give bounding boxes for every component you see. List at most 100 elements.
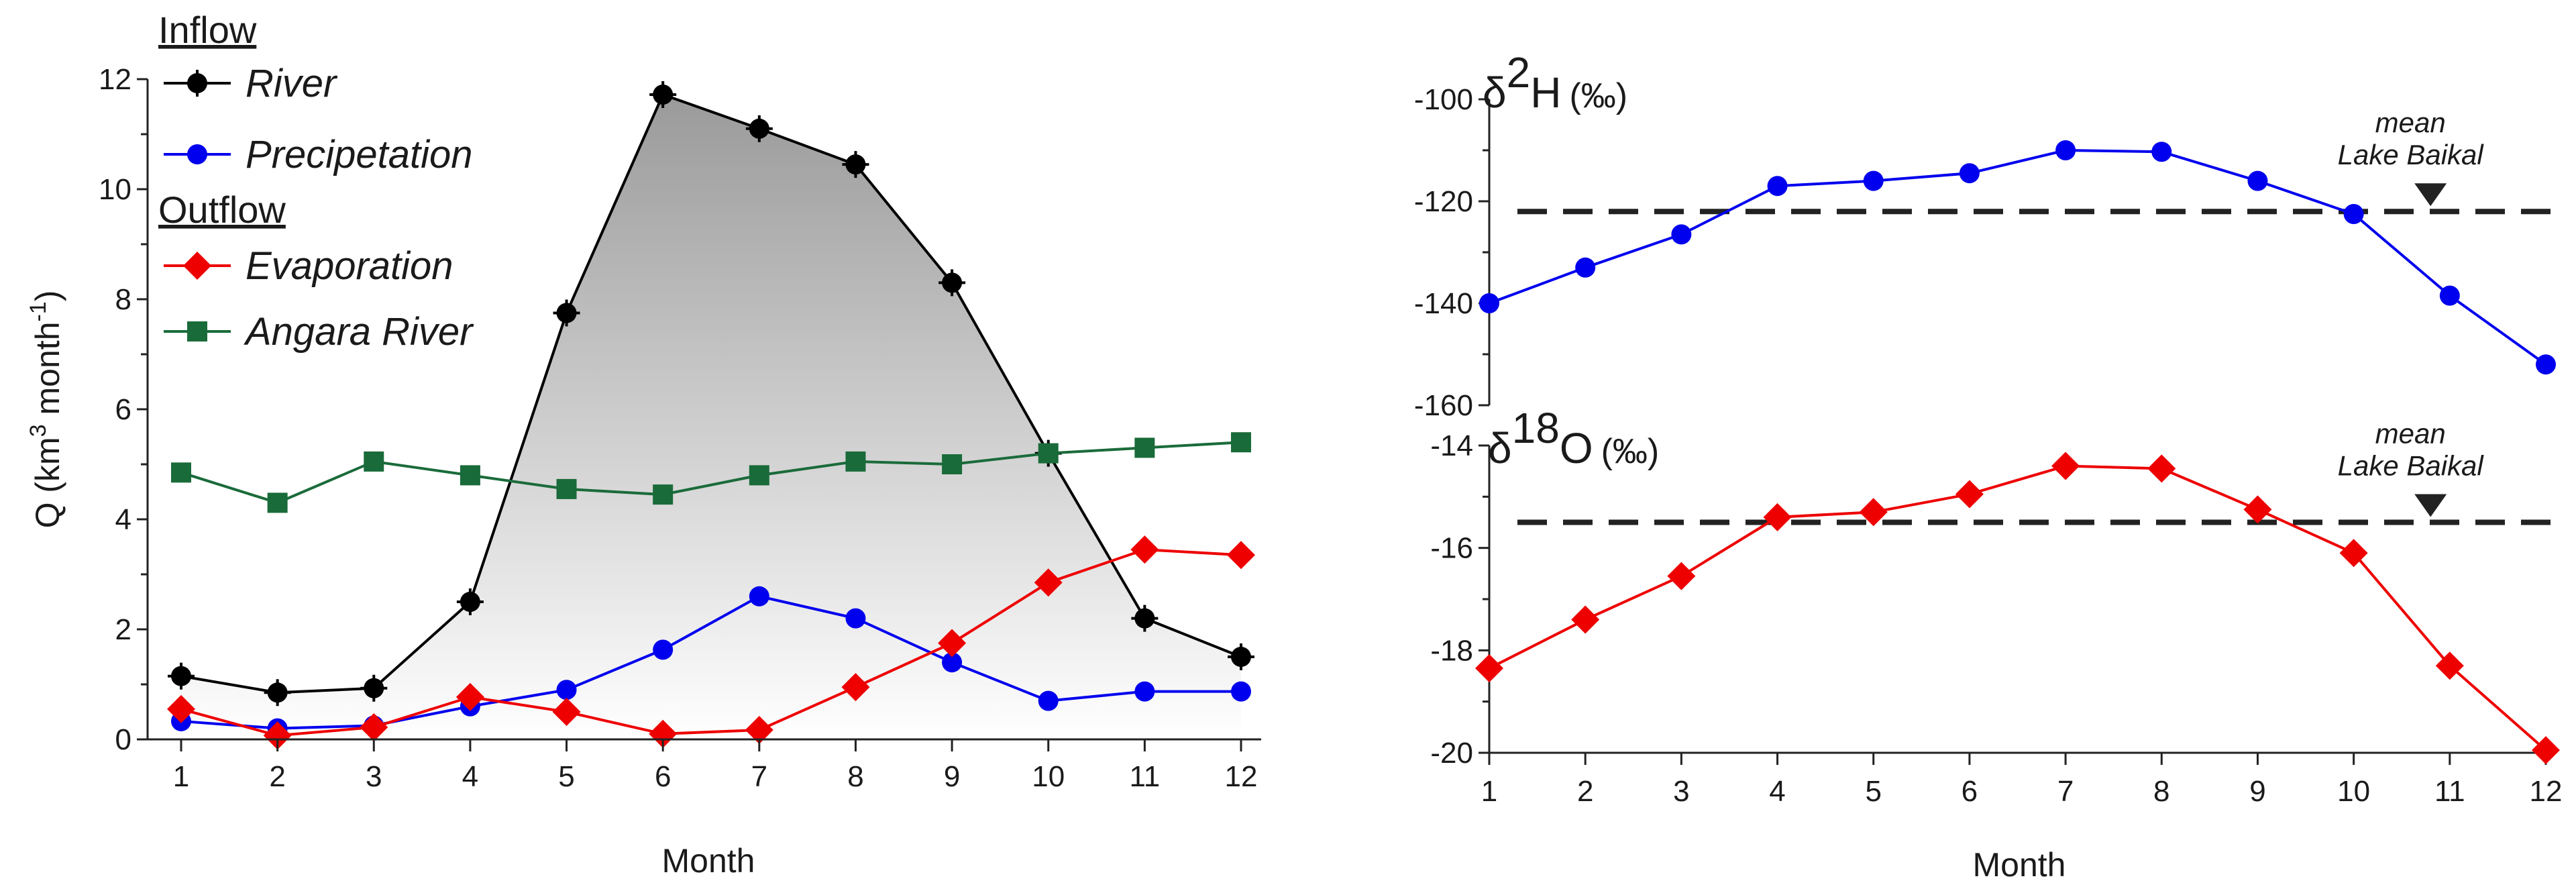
precipetation-point: [1231, 681, 1251, 702]
d18o-point: [2051, 452, 2080, 480]
d2h-y-tick-label: -140: [1414, 287, 1473, 320]
precipetation-point: [942, 652, 963, 673]
d2h-point: [1575, 257, 1596, 278]
evaporation-point: [552, 698, 581, 726]
d2h-point: [2536, 354, 2556, 375]
d18o-mean-marker-triangle: [2414, 494, 2447, 517]
d18o-panel-label: δ18O (‰): [1488, 404, 1659, 472]
angara-river-point: [1231, 432, 1251, 453]
d18o-x-tick-label: 11: [2434, 775, 2465, 808]
legend-angara-river-label: Angara River: [244, 310, 474, 354]
d2h-ref-label-line1: mean: [2375, 107, 2446, 138]
d18o-ref-label-line1: mean: [2375, 418, 2446, 450]
d18o-x-tick-label: 10: [2337, 775, 2370, 808]
evaporation-point: [455, 682, 484, 711]
legend-precipetation-marker: [187, 144, 207, 164]
evaporation-point: [1227, 541, 1255, 570]
d2h-line: [1489, 148, 2547, 366]
river-line: [180, 93, 1242, 694]
d18o-x-tick-label: 8: [2153, 775, 2169, 808]
angara-river-point: [653, 484, 674, 505]
angara-river-line: [180, 441, 1242, 505]
angara-river-point: [845, 451, 866, 472]
evaporation-point: [1034, 568, 1063, 597]
d2h-point: [2439, 285, 2460, 306]
d18o-point: [1475, 654, 1503, 683]
d18o-x-tick-label: 1: [1481, 775, 1497, 808]
legend: Inflow Outflow River Precipetation Evapora…: [158, 9, 474, 354]
angara-river-point: [1038, 443, 1059, 464]
x-tick-label: 6: [655, 760, 671, 793]
x-tick-label: 8: [847, 760, 863, 793]
d2h-y-tick-label: -100: [1414, 83, 1473, 116]
y-tick-label: 2: [115, 613, 131, 646]
d2h-panel-label: δ2H (‰): [1483, 48, 1627, 117]
d2h-y-tick-label: -160: [1414, 389, 1473, 422]
d2h-chart: -160 -140 -120 -100 mean Lake Baikal δ2H (‰): [1414, 48, 2556, 422]
d2h-point: [2055, 140, 2076, 160]
y-tick-label: 4: [115, 503, 131, 536]
d18o-point: [2339, 539, 2368, 568]
evaporation-point: [360, 713, 388, 741]
evaporation-point: [167, 694, 195, 723]
d2h-ref-label-line2: Lake Baikal: [2338, 139, 2485, 170]
y-tick-label: 8: [115, 283, 131, 316]
legend-river-label: River: [246, 62, 338, 105]
angara-river-point: [171, 462, 191, 483]
d18o-x-tick-label: 7: [2057, 775, 2074, 808]
d18o-point: [1763, 503, 1792, 531]
y-tick-label: 12: [99, 63, 131, 96]
precipetation-point: [749, 586, 769, 607]
precipetation-point: [653, 639, 674, 660]
d18o-point: [2147, 454, 2176, 483]
d18o-x-tick-label: 3: [1673, 775, 1689, 808]
y-tick-label: 6: [115, 393, 131, 426]
legend-angara-river-marker: [187, 321, 207, 342]
d18o-chart: -20-18-16-14 1 2 3 4 5 6 7 8 9 10 11 12 mean Lake B…: [1430, 404, 2562, 884]
angara-river-point: [267, 492, 288, 513]
x-axis-label: Month: [662, 842, 755, 880]
d18o-y-tick-label: -16: [1430, 532, 1473, 565]
x-tick-label: 3: [366, 760, 382, 793]
d18o-y-tick-label: -20: [1430, 737, 1473, 770]
legend-evaporation-label: Evaporation: [246, 244, 453, 288]
angara-river-point: [1134, 437, 1155, 458]
d18o-x-tick-label: 12: [2530, 775, 2563, 808]
x-tick-label: 9: [944, 760, 960, 793]
d18o-x-axis-label: Month: [1973, 846, 2066, 884]
x-tick-label: 10: [1032, 760, 1065, 793]
x-tick-label: 7: [751, 760, 767, 793]
d2h-point: [2343, 204, 2364, 224]
d18o-line: [1489, 464, 2547, 751]
legend-precipetation-label: Precipetation: [246, 133, 473, 176]
precipetation-point: [1134, 681, 1155, 702]
x-tick-label: 5: [558, 760, 574, 793]
evaporation-point: [745, 716, 773, 745]
precipetation-point: [845, 608, 866, 629]
d18o-x-tick-label: 5: [1865, 775, 1881, 808]
legend-inflow-heading: Inflow: [158, 9, 257, 51]
x-tick-label: 2: [269, 760, 285, 793]
y-tick-label: 10: [99, 173, 131, 206]
d2h-point: [2247, 170, 2268, 191]
y-tick-label: 0: [115, 723, 131, 756]
d18o-x-tick-label: 6: [1962, 775, 1978, 808]
x-tick-label: 11: [1130, 760, 1161, 793]
d18o-y-tick-label: -18: [1430, 634, 1473, 667]
d18o-point: [1667, 562, 1696, 590]
angara-river-point: [749, 465, 769, 486]
x-tick-label: 12: [1225, 760, 1258, 793]
d18o-point: [2435, 651, 2464, 680]
angara-river-point: [364, 451, 384, 472]
evaporation-point: [1130, 535, 1159, 564]
river-shaded-area: [181, 94, 1241, 739]
x-tick-label: 4: [462, 760, 478, 793]
d2h-point: [1863, 170, 1884, 191]
d2h-point: [2151, 142, 2172, 162]
d2h-point: [1671, 224, 1692, 245]
d18o-x-tick-label: 2: [1577, 775, 1593, 808]
evaporation-point: [841, 673, 870, 702]
d18o-point: [1859, 498, 1888, 527]
